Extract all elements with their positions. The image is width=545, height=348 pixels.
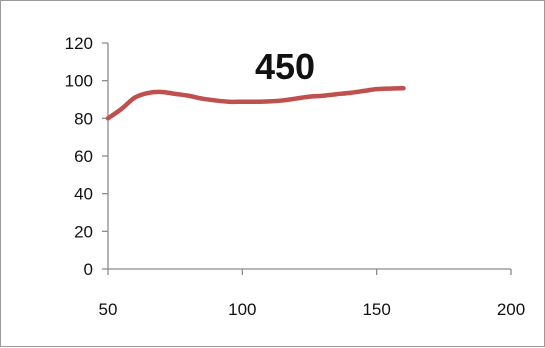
y-tick-label: 40 — [74, 185, 93, 204]
x-tick-label: 200 — [497, 300, 525, 319]
x-tick-label: 150 — [362, 300, 390, 319]
series-group — [105, 85, 406, 121]
y-tick-label: 20 — [74, 222, 93, 241]
x-axis: 50 100 150 200 — [99, 268, 525, 319]
series-line — [105, 85, 406, 121]
y-tick-label: 0 — [84, 260, 93, 279]
y-tick-label: 100 — [65, 72, 93, 91]
y-axis: 0 20 40 60 80 100 120 — [65, 34, 109, 279]
y-tick-label: 80 — [74, 109, 93, 128]
chart-title: 450 — [255, 46, 315, 87]
x-tick-label: 100 — [228, 300, 256, 319]
x-tick-label: 50 — [99, 300, 118, 319]
y-tick-label: 60 — [74, 147, 93, 166]
y-tick-label: 120 — [65, 34, 93, 53]
